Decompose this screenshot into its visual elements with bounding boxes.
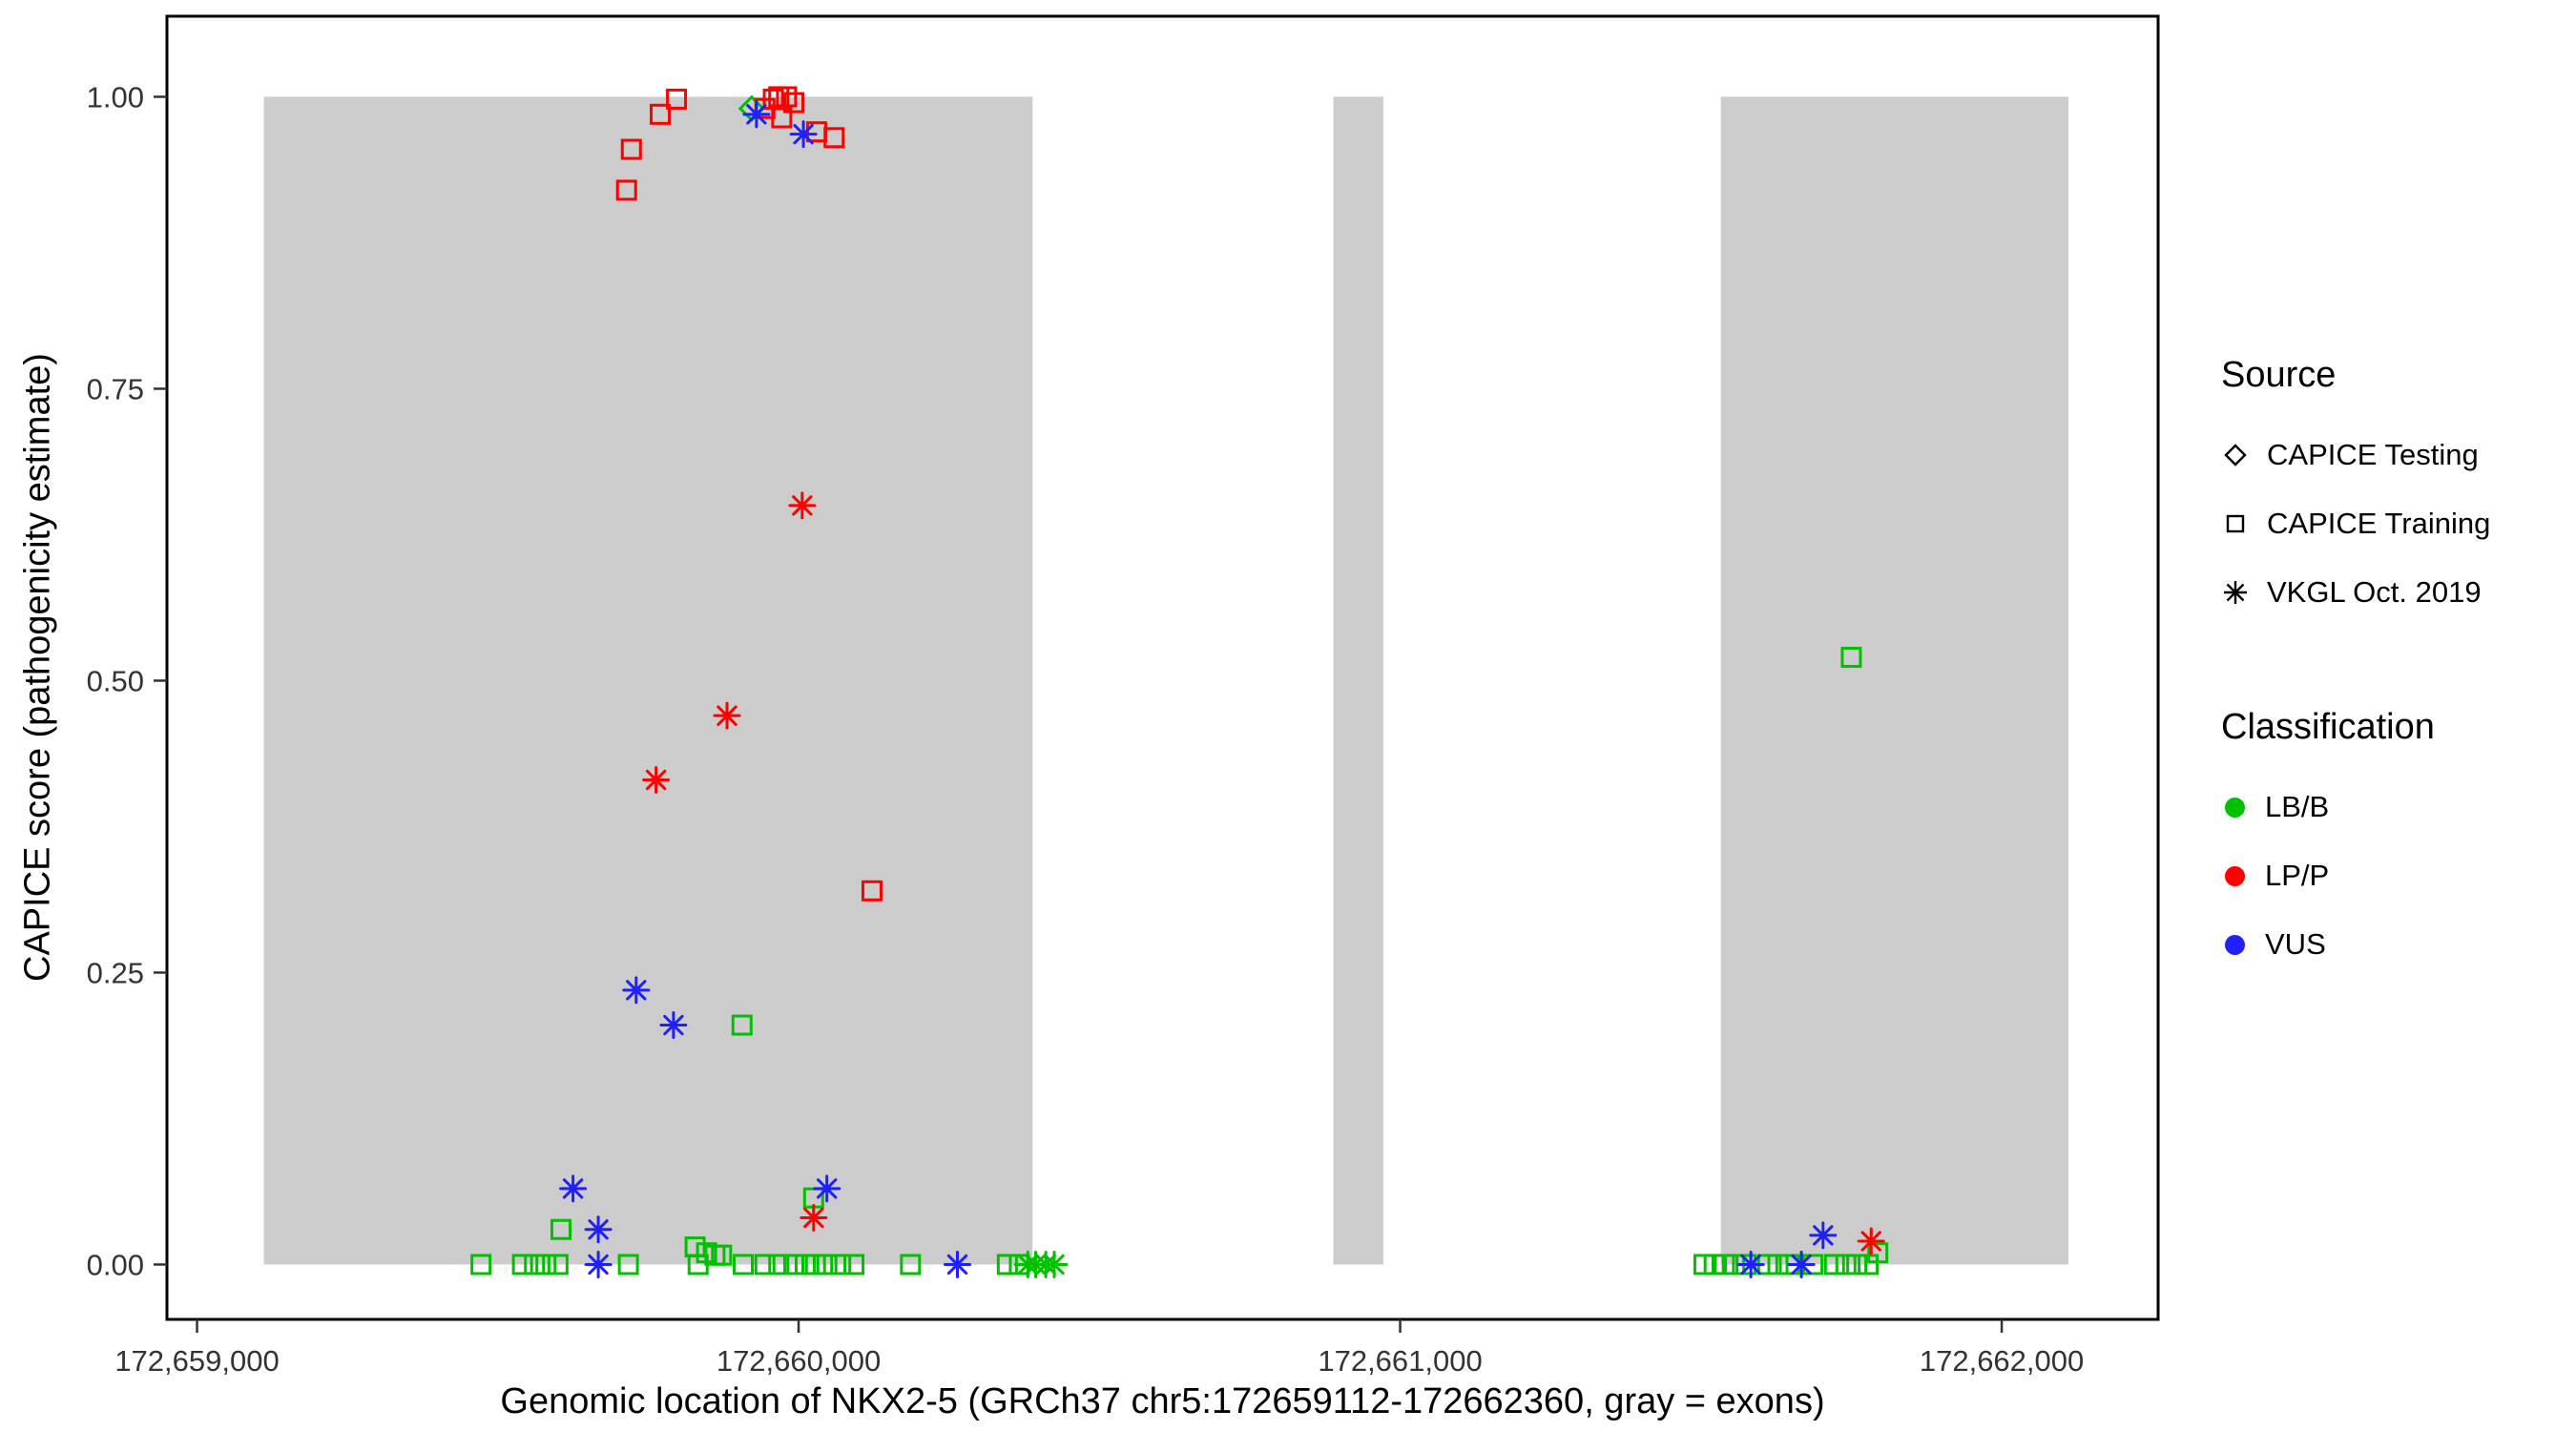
asterisk-icon	[2224, 581, 2247, 604]
lbb-dot-icon	[2225, 797, 2245, 818]
data-point	[742, 100, 771, 129]
data-point	[711, 1244, 733, 1266]
lpp-dot-icon	[2225, 865, 2245, 886]
data-point	[943, 1250, 971, 1278]
data-point	[1867, 1242, 1889, 1264]
legend-item-label: LP/P	[2265, 859, 2330, 892]
data-point	[1835, 1254, 1857, 1275]
data-point	[617, 1254, 639, 1275]
data-point	[733, 1254, 755, 1275]
x-tick-label: 172,661,000	[1318, 1344, 1482, 1378]
data-point	[813, 1174, 841, 1203]
legend-item-label: VUS	[2265, 927, 2326, 961]
data-point	[1840, 646, 1862, 668]
legend-item-label: LB/B	[2265, 790, 2330, 823]
data-point	[615, 179, 637, 201]
exon-band	[263, 96, 1033, 1265]
legend: Source CAPICE Testing CAPICE Training VK…	[2221, 355, 2565, 979]
legend-source-title: Source	[2221, 355, 2337, 395]
y-axis-title: CAPICE score (pathogenicity estimate)	[17, 353, 58, 983]
data-point	[650, 103, 672, 125]
data-point	[684, 1236, 706, 1258]
x-tick-label: 172,659,000	[114, 1344, 279, 1378]
data-point	[771, 107, 793, 129]
data-point	[547, 1254, 569, 1275]
data-point	[1809, 1221, 1838, 1250]
data-point	[659, 1011, 688, 1040]
exon-band	[1720, 96, 2069, 1265]
legend-item-lpp: LP/P	[2221, 841, 2565, 910]
legend-item-vkgl: VKGL Oct. 2019	[2221, 558, 2565, 627]
data-point	[768, 1254, 790, 1275]
data-point	[788, 491, 817, 520]
data-point	[843, 1254, 865, 1275]
data-point	[1787, 1250, 1816, 1278]
legend-item-capice-training: CAPICE Training	[2221, 489, 2565, 558]
data-point	[800, 1204, 828, 1233]
legend-item-vus: VUS	[2221, 910, 2565, 979]
y-tick-label: 0.50	[87, 664, 144, 697]
data-point	[1823, 1254, 1845, 1275]
legend-item-capice-testing: CAPICE Testing	[2221, 421, 2565, 489]
vus-dot-icon	[2225, 934, 2245, 955]
x-axis-title: Genomic location of NKX2-5 (GRCh37 chr5:…	[500, 1381, 1825, 1421]
data-point	[470, 1254, 492, 1275]
data-point	[789, 120, 818, 149]
legend-item-label: CAPICE Training	[2267, 507, 2491, 540]
data-point	[776, 86, 798, 108]
data-point	[584, 1250, 613, 1278]
data-point	[620, 138, 642, 160]
y-tick-label: 0.75	[87, 372, 144, 405]
data-point	[900, 1254, 922, 1275]
legend-item-label: VKGL Oct. 2019	[2267, 575, 2482, 609]
data-point	[511, 1254, 533, 1275]
data-point	[559, 1174, 588, 1203]
y-tick-label: 0.25	[87, 956, 144, 989]
data-point	[550, 1218, 571, 1240]
diamond-icon	[2224, 444, 2247, 467]
data-point	[535, 1254, 557, 1275]
data-point	[823, 127, 845, 149]
panel-border	[165, 14, 2160, 1321]
legend-source: Source CAPICE Testing CAPICE Training VK…	[2221, 355, 2565, 627]
data-point	[754, 1254, 776, 1275]
x-tick-label: 172,660,000	[717, 1344, 881, 1378]
legend-classification-title: Classification	[2221, 707, 2435, 747]
data-point	[584, 1215, 613, 1244]
data-point	[1846, 1254, 1868, 1275]
legend-item-lbb: LB/B	[2221, 773, 2565, 841]
data-point	[861, 880, 883, 902]
x-tick-label: 172,662,000	[1920, 1344, 2084, 1378]
legend-item-label: CAPICE Testing	[2267, 438, 2479, 471]
exon-band	[1333, 96, 1383, 1265]
data-point	[1767, 1254, 1789, 1275]
data-point	[666, 88, 688, 110]
data-point	[1736, 1250, 1765, 1278]
y-tick-label: 1.00	[87, 80, 144, 114]
data-point	[1040, 1250, 1069, 1278]
data-point	[782, 92, 804, 114]
data-point	[524, 1254, 546, 1275]
legend-classification: Classification LB/B LP/P VUS	[2221, 707, 2565, 979]
data-point	[782, 1254, 804, 1275]
data-point	[713, 701, 741, 730]
data-point	[830, 1254, 852, 1275]
data-point	[731, 1014, 753, 1036]
square-icon	[2226, 514, 2245, 533]
data-point	[622, 976, 651, 1005]
data-point	[816, 1254, 838, 1275]
data-point	[642, 766, 671, 795]
y-tick-label: 0.00	[87, 1248, 144, 1281]
data-point	[1857, 1227, 1885, 1255]
data-point	[804, 1254, 826, 1275]
